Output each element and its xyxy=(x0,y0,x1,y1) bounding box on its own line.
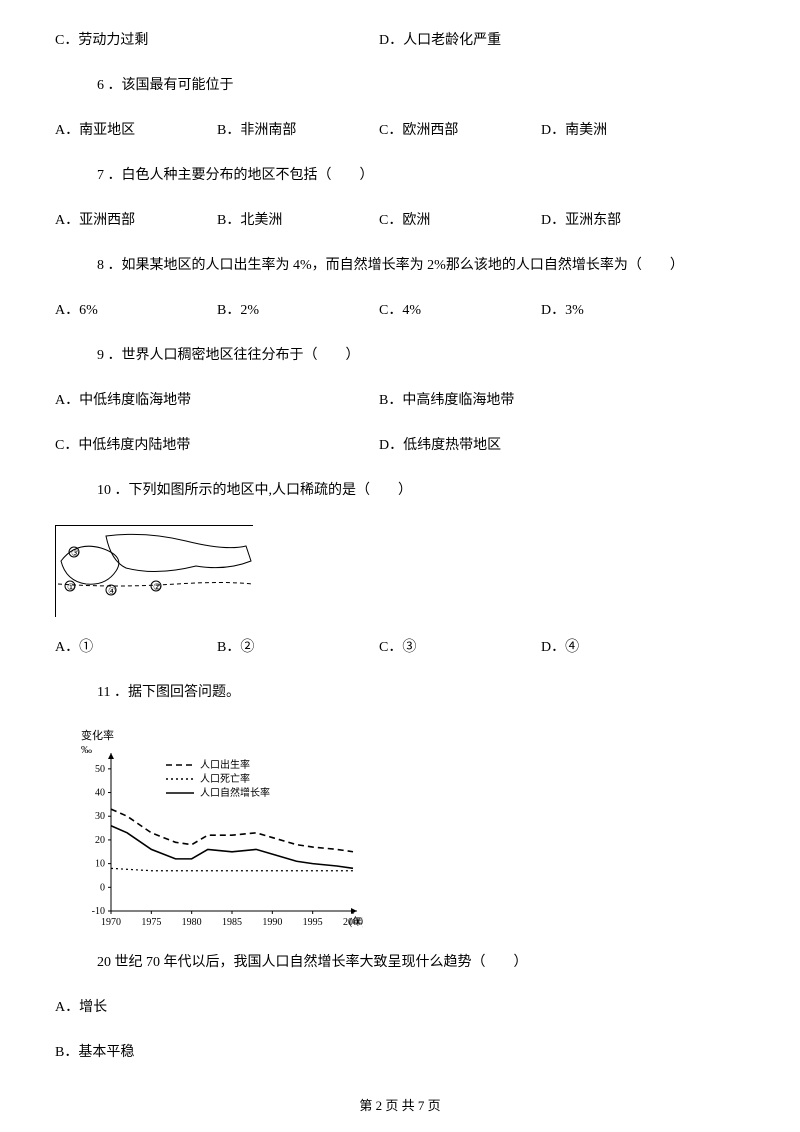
svg-text:变化率: 变化率 xyxy=(81,728,114,742)
q6-stem: 6 ．该国最有可能位于 xyxy=(55,75,745,96)
q7-opt-d: D．亚洲东部 xyxy=(541,210,703,231)
q10-map-figure: ① ② ③ ④ xyxy=(55,525,745,623)
q8-opt-b: B．2% xyxy=(217,300,379,321)
svg-text:1985: 1985 xyxy=(222,917,242,928)
svg-text:-10: -10 xyxy=(92,906,105,917)
q9-opt-c: C．中低纬度内陆地带 xyxy=(55,435,379,456)
q10-opt-d: D．④ xyxy=(541,637,703,658)
page-footer: 第 2 页 共 7 页 xyxy=(0,1095,800,1114)
svg-text:50: 50 xyxy=(95,764,105,775)
q6-opt-d: D．南美洲 xyxy=(541,120,703,141)
svg-text:0: 0 xyxy=(100,882,105,893)
q10-opt-b: B．② xyxy=(217,637,379,658)
svg-text:人口出生率: 人口出生率 xyxy=(200,758,250,771)
q5-opt-d: D．人口老龄化严重 xyxy=(379,30,703,51)
svg-text:20: 20 xyxy=(95,835,105,846)
q11-sub: 20 世纪 70 年代以后，我国人口自然增长率大致呈现什么趋势（ ） xyxy=(55,952,745,973)
svg-text:人口自然增长率: 人口自然增长率 xyxy=(200,786,270,799)
q6-options: A．南亚地区 B．非洲南部 C．欧洲西部 D．南美洲 xyxy=(55,120,745,141)
q7-opt-c: C．欧洲 xyxy=(379,210,541,231)
svg-text:40: 40 xyxy=(95,788,105,799)
q9-options-ab: A．中低纬度临海地带 B．中高纬度临海地带 xyxy=(55,390,745,411)
svg-text:1990: 1990 xyxy=(262,917,282,928)
q11-opt-a: A．增长 xyxy=(55,997,745,1018)
q10-options: A．① B．② C．③ D．④ xyxy=(55,637,745,658)
q6-opt-b: B．非洲南部 xyxy=(217,120,379,141)
q7-opt-b: B．北美洲 xyxy=(217,210,379,231)
map-label-4: ④ xyxy=(108,586,116,596)
q5-options-cd: C．劳动力过剩 D．人口老龄化严重 xyxy=(55,30,745,51)
q7-options: A．亚洲西部 B．北美洲 C．欧洲 D．亚洲东部 xyxy=(55,210,745,231)
q10-opt-a: A．① xyxy=(55,637,217,658)
map-label-3: ③ xyxy=(71,548,79,558)
q9-opt-b: B．中高纬度临海地带 xyxy=(379,390,703,411)
q9-opt-d: D．低纬度热带地区 xyxy=(379,435,703,456)
q11-chart-figure: 变化率 ‰ -10 0 10 20 30 40 50 1970 1975 1980 1985 1990 19… xyxy=(55,727,745,938)
population-chart: 变化率 ‰ -10 0 10 20 30 40 50 1970 1975 1980 1985 1990 19… xyxy=(73,727,363,933)
q6-opt-c: C．欧洲西部 xyxy=(379,120,541,141)
svg-text:人口死亡率: 人口死亡率 xyxy=(200,772,250,785)
q6-opt-a: A．南亚地区 xyxy=(55,120,217,141)
q10-opt-c: C．③ xyxy=(379,637,541,658)
q8-options: A．6% B．2% C．4% D．3% xyxy=(55,300,745,321)
q11-stem: 11 ．据下图回答问题。 xyxy=(55,682,745,703)
svg-text:‰: ‰ xyxy=(81,744,92,756)
q9-stem: 9 ．世界人口稠密地区往往分布于（ ） xyxy=(55,345,745,366)
q9-opt-a: A．中低纬度临海地带 xyxy=(55,390,379,411)
svg-text:(年): (年) xyxy=(349,915,363,928)
svg-text:1975: 1975 xyxy=(141,917,161,928)
q8-opt-d: D．3% xyxy=(541,300,703,321)
q10-stem: 10 ．下列如图所示的地区中,人口稀疏的是（ ） xyxy=(55,480,745,501)
svg-text:10: 10 xyxy=(95,859,105,870)
q8-stem: 8 ．如果某地区的人口出生率为 4%，而自然增长率为 2%那么该地的人口自然增长… xyxy=(55,255,745,276)
map-label-2: ② xyxy=(153,582,161,592)
svg-text:30: 30 xyxy=(95,811,105,822)
svg-text:1980: 1980 xyxy=(182,917,202,928)
q5-opt-c: C．劳动力过剩 xyxy=(55,30,379,51)
q11-opt-b: B．基本平稳 xyxy=(55,1042,745,1063)
svg-text:1970: 1970 xyxy=(101,917,121,928)
q7-stem: 7 ．白色人种主要分布的地区不包括（ ） xyxy=(55,165,745,186)
q8-opt-c: C．4% xyxy=(379,300,541,321)
q9-options-cd: C．中低纬度内陆地带 D．低纬度热带地区 xyxy=(55,435,745,456)
q8-opt-a: A．6% xyxy=(55,300,217,321)
q7-opt-a: A．亚洲西部 xyxy=(55,210,217,231)
svg-text:1995: 1995 xyxy=(303,917,323,928)
map-label-1: ① xyxy=(67,582,75,592)
